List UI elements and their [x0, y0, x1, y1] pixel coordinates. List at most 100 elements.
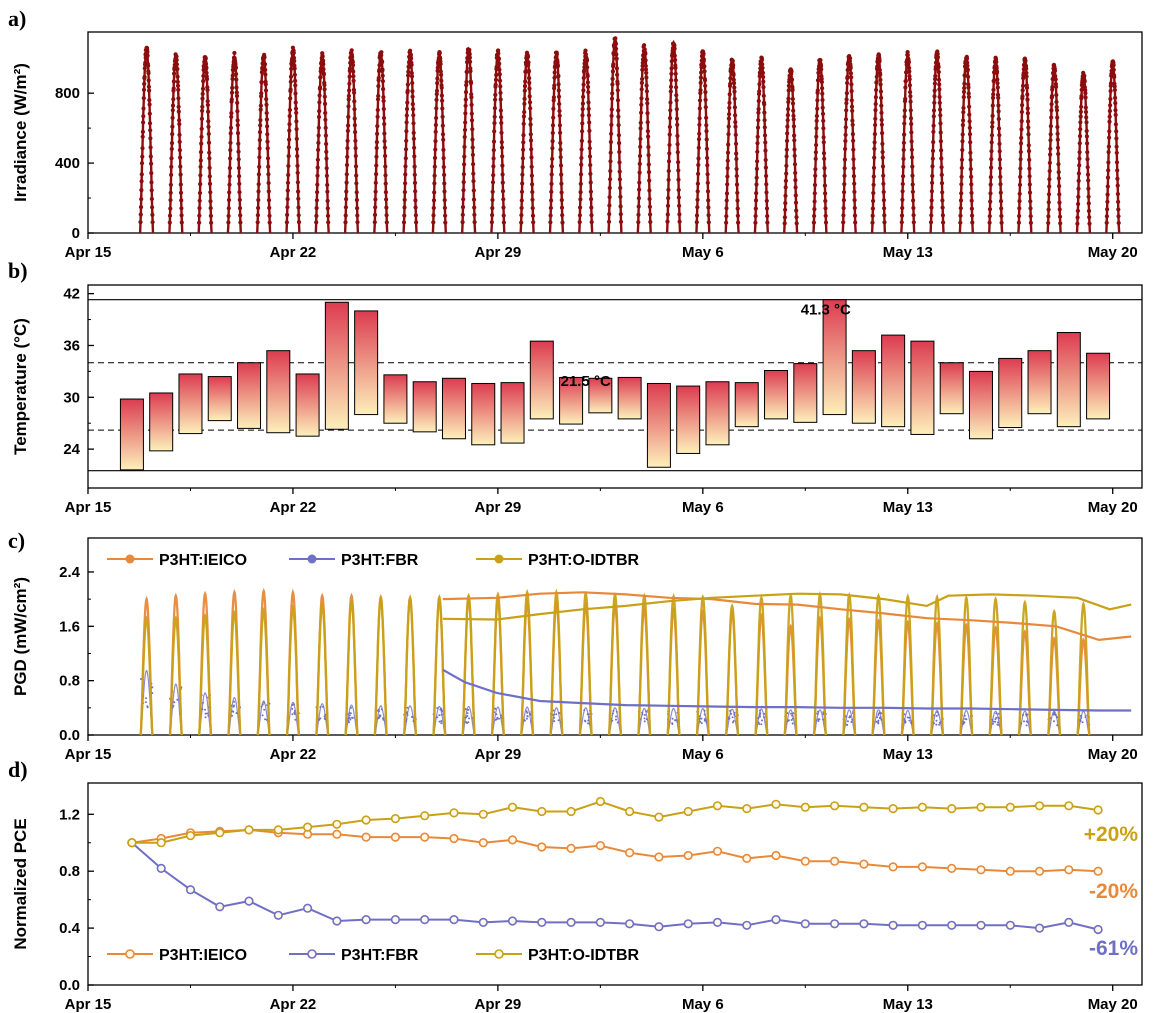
- pce-series-2: [127, 796, 1103, 848]
- y-axis-label: Temperature (°C): [11, 318, 30, 455]
- pgd-daily-curve: [812, 590, 827, 736]
- pgd-scatter-point: [728, 717, 731, 720]
- pgd-scatter-point: [231, 710, 234, 713]
- pgd-scatter-point: [323, 715, 326, 718]
- pgd-scatter-point: [529, 713, 532, 716]
- irradiance-curve: [168, 54, 184, 234]
- pce-point: [185, 885, 196, 895]
- irradiance-day: [1104, 59, 1121, 234]
- pgd-scatter-point: [935, 714, 938, 717]
- x-tick-label: Apr 15: [65, 996, 112, 1013]
- pgd-scatter-point: [906, 716, 909, 719]
- pgd-scatter-point: [406, 706, 409, 709]
- irradiance-day: [665, 39, 682, 234]
- x-tick-label: Apr 22: [270, 996, 317, 1013]
- pgd-scatter-point: [260, 705, 263, 708]
- pgd-scatter-point: [908, 716, 911, 719]
- pgd-scatter-point: [965, 718, 968, 721]
- pgd-scatter-point: [615, 718, 617, 721]
- pgd-scatter-point: [763, 712, 766, 715]
- pgd-scatter-point: [1079, 714, 1082, 717]
- pgd-daily-curve: [608, 707, 622, 736]
- pgd-scatter-point: [555, 713, 558, 716]
- pce-point: [361, 914, 371, 925]
- pce-point: [390, 832, 401, 842]
- x-tick-label: May 13: [883, 244, 933, 261]
- pgd-daily-curve: [344, 599, 359, 736]
- temperature-bar: [705, 381, 730, 446]
- pce-point: [800, 919, 810, 929]
- irradiance-day: [167, 52, 184, 234]
- pce-point: [537, 806, 547, 817]
- pgd-scatter-point: [643, 717, 646, 720]
- pce-point: [654, 812, 664, 822]
- x-tick-label: Apr 29: [475, 244, 522, 261]
- irradiance-day: [138, 45, 155, 234]
- pgd-daily-series: [140, 669, 1091, 736]
- pgd-scatter-point: [351, 716, 354, 719]
- temperature-bar: [237, 362, 262, 429]
- temperature-bar: [559, 376, 584, 425]
- y-tick-label: 0.4: [59, 920, 81, 937]
- irradiance-curve: [285, 48, 301, 234]
- irradiance-curve: [373, 49, 389, 234]
- irradiance-curve: [724, 57, 740, 234]
- irradiance-curve: [402, 50, 418, 234]
- irradiance-day: [870, 52, 887, 234]
- temperature-bar: [851, 350, 876, 424]
- pgd-daily-curve: [490, 591, 505, 736]
- pgd-scatter-point: [468, 717, 470, 720]
- pce-point: [420, 914, 430, 925]
- pgd-scatter-point: [615, 715, 617, 718]
- pgd-scatter-point: [757, 721, 760, 724]
- pce-point: [742, 803, 752, 814]
- pgd-scatter-point: [464, 708, 467, 710]
- x-tick-label: May 20: [1088, 499, 1138, 516]
- pce-point: [683, 850, 693, 861]
- pce-point: [361, 832, 371, 842]
- pgd-scatter-point: [937, 713, 940, 716]
- pce-point: [332, 916, 342, 926]
- pce-point: [566, 843, 576, 854]
- temperature-bar: [617, 376, 642, 420]
- pce-point: [654, 852, 664, 862]
- temperature-bar: [881, 334, 906, 428]
- pce-point: [712, 846, 723, 856]
- pgd-scatter-point: [204, 716, 207, 719]
- pgd-daily-curve: [227, 696, 241, 736]
- pgd-scatter-point: [961, 720, 964, 723]
- pgd-daily-curve: [959, 594, 974, 736]
- pce-point: [332, 829, 342, 839]
- pce-point: [595, 840, 606, 851]
- pgd-scatter-point: [645, 718, 648, 721]
- y-tick-label: 1.2: [59, 806, 80, 823]
- pgd-scatter-point: [382, 718, 385, 721]
- plot-frame: [87, 782, 1143, 986]
- pce-point: [215, 902, 225, 912]
- pgd-scatter-point: [877, 722, 880, 725]
- pgd-scatter-point: [553, 716, 556, 719]
- pce-point: [683, 919, 693, 929]
- temperature-bar: [529, 340, 554, 420]
- end-percent-label: +20%: [1084, 823, 1139, 846]
- irradiance-curve: [783, 68, 799, 234]
- pce-point: [683, 806, 693, 817]
- pce-point: [1034, 801, 1045, 811]
- irradiance-day: [899, 50, 916, 234]
- pgd-scatter-point: [996, 721, 999, 724]
- pce-point: [566, 917, 576, 928]
- pce-point: [800, 802, 810, 812]
- end-percent-label: -61%: [1089, 937, 1138, 960]
- pgd-scatter-point: [291, 704, 294, 706]
- pce-point: [1005, 802, 1015, 812]
- pce-point: [829, 856, 840, 866]
- irradiance-day: [255, 52, 272, 234]
- pgd-scatter-point: [145, 697, 147, 700]
- pgd-scatter-point: [846, 720, 849, 723]
- pgd-scatter-point: [671, 722, 674, 725]
- pce-point: [1034, 866, 1045, 876]
- pgd-scatter-point: [204, 712, 207, 715]
- irradiance-day: [782, 67, 799, 234]
- pce-point: [624, 919, 635, 929]
